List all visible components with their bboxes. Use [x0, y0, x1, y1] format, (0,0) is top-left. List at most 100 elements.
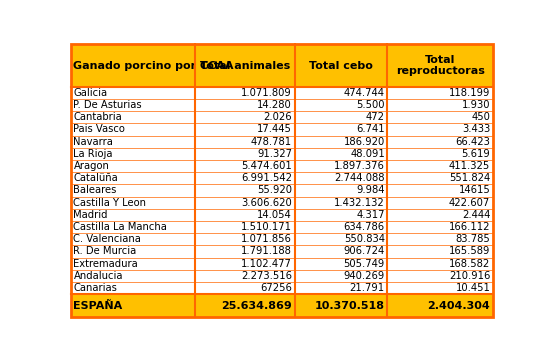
Text: 14.054: 14.054	[257, 210, 292, 220]
Text: Total cebo: Total cebo	[309, 61, 373, 71]
Text: Ganado porcino por CCAA: Ganado porcino por CCAA	[74, 61, 234, 71]
Text: 550.834: 550.834	[344, 234, 385, 244]
Text: 505.749: 505.749	[344, 258, 385, 268]
Text: 118.199: 118.199	[449, 88, 490, 98]
Text: La Rioja: La Rioja	[74, 149, 113, 159]
Text: 940.269: 940.269	[344, 271, 385, 281]
Bar	[295, 124, 387, 136]
Bar	[195, 209, 295, 221]
Text: 186.920: 186.920	[344, 137, 385, 147]
Bar	[195, 87, 295, 99]
Bar	[295, 270, 387, 282]
Bar	[71, 136, 195, 148]
Bar	[71, 245, 195, 257]
Text: 1.897.376: 1.897.376	[334, 161, 385, 171]
Bar	[295, 44, 387, 87]
Bar	[195, 136, 295, 148]
Text: 3.606.620: 3.606.620	[241, 198, 292, 208]
Bar	[387, 221, 493, 233]
Bar	[295, 160, 387, 172]
Text: 2.026: 2.026	[263, 112, 292, 122]
Text: 5.500: 5.500	[356, 100, 385, 110]
Text: 14615: 14615	[459, 185, 490, 195]
Bar	[195, 257, 295, 270]
Bar	[195, 148, 295, 160]
Bar	[195, 99, 295, 111]
Text: Baleares: Baleares	[74, 185, 117, 195]
Bar	[195, 172, 295, 184]
Text: 10.370.518: 10.370.518	[315, 301, 385, 311]
Bar	[71, 124, 195, 136]
Text: Andalucia: Andalucia	[74, 271, 123, 281]
Text: Cantabria: Cantabria	[74, 112, 122, 122]
Text: 2.404.304: 2.404.304	[427, 301, 490, 311]
Text: 9.984: 9.984	[356, 185, 385, 195]
Text: 422.607: 422.607	[449, 198, 490, 208]
Text: 551.824: 551.824	[449, 173, 490, 183]
Text: 10.451: 10.451	[455, 283, 490, 293]
Text: 83.785: 83.785	[455, 234, 490, 244]
Text: 14.280: 14.280	[257, 100, 292, 110]
Bar	[71, 160, 195, 172]
Text: 165.589: 165.589	[449, 246, 490, 256]
Text: Navarra: Navarra	[74, 137, 113, 147]
Text: C. Valenciana: C. Valenciana	[74, 234, 141, 244]
Text: Castilla Y Leon: Castilla Y Leon	[74, 198, 146, 208]
Text: 1.071.856: 1.071.856	[241, 234, 292, 244]
Bar	[387, 99, 493, 111]
Bar	[195, 111, 295, 124]
Text: 166.112: 166.112	[449, 222, 490, 232]
Text: 3.433: 3.433	[462, 125, 490, 135]
Bar	[295, 172, 387, 184]
Text: Aragon: Aragon	[74, 161, 109, 171]
Text: 634.786: 634.786	[344, 222, 385, 232]
Bar	[71, 184, 195, 197]
Bar	[387, 124, 493, 136]
Text: 6.991.542: 6.991.542	[241, 173, 292, 183]
Text: R. De Murcia: R. De Murcia	[74, 246, 137, 256]
Bar	[71, 44, 195, 87]
Bar	[195, 233, 295, 245]
Text: 21.791: 21.791	[350, 283, 385, 293]
Bar	[71, 282, 195, 294]
Bar	[387, 184, 493, 197]
Text: Pais Vasco: Pais Vasco	[74, 125, 125, 135]
Bar	[71, 221, 195, 233]
Text: 1.432.132: 1.432.132	[334, 198, 385, 208]
Text: 4.317: 4.317	[356, 210, 385, 220]
Bar	[295, 209, 387, 221]
Text: Castilla La Mancha: Castilla La Mancha	[74, 222, 167, 232]
Text: 48.091: 48.091	[350, 149, 385, 159]
Bar	[295, 233, 387, 245]
Bar	[195, 221, 295, 233]
Bar	[195, 44, 295, 87]
Bar	[71, 87, 195, 99]
Bar	[295, 257, 387, 270]
Text: 474.744: 474.744	[344, 88, 385, 98]
Text: 1.102.477: 1.102.477	[241, 258, 292, 268]
Text: 1.791.188: 1.791.188	[241, 246, 292, 256]
Bar	[387, 282, 493, 294]
Text: 2.273.516: 2.273.516	[241, 271, 292, 281]
Text: 5.619: 5.619	[461, 149, 490, 159]
Bar	[195, 245, 295, 257]
Bar	[295, 245, 387, 257]
Text: 168.582: 168.582	[449, 258, 490, 268]
Text: 2.744.088: 2.744.088	[334, 173, 385, 183]
Bar	[195, 184, 295, 197]
Text: 2.444: 2.444	[462, 210, 490, 220]
Bar	[387, 87, 493, 99]
Text: 25.634.869: 25.634.869	[221, 301, 292, 311]
Text: Madrid: Madrid	[74, 210, 108, 220]
Bar	[195, 294, 295, 317]
Text: Total animales: Total animales	[200, 61, 290, 71]
Bar	[71, 209, 195, 221]
Text: Galicia: Galicia	[74, 88, 108, 98]
Text: 1.071.809: 1.071.809	[241, 88, 292, 98]
Bar	[387, 209, 493, 221]
Bar	[295, 136, 387, 148]
Bar	[387, 270, 493, 282]
Text: 478.781: 478.781	[251, 137, 292, 147]
Text: 1.930: 1.930	[462, 100, 490, 110]
Text: 210.916: 210.916	[449, 271, 490, 281]
